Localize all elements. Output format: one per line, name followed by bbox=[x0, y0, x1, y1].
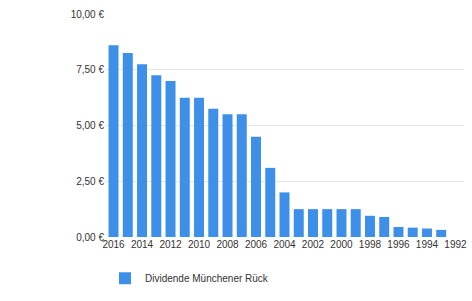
svg-text:1994: 1994 bbox=[416, 239, 439, 250]
svg-text:1996: 1996 bbox=[387, 239, 410, 250]
svg-text:2016: 2016 bbox=[102, 239, 125, 250]
svg-text:2004: 2004 bbox=[273, 239, 296, 250]
svg-text:0,00 €: 0,00 € bbox=[76, 232, 104, 243]
svg-text:10,00 €: 10,00 € bbox=[71, 9, 105, 20]
svg-text:Dividende Münchener Rück: Dividende Münchener Rück bbox=[145, 273, 269, 284]
svg-text:1992: 1992 bbox=[444, 239, 467, 250]
svg-text:2012: 2012 bbox=[159, 239, 182, 250]
svg-text:2006: 2006 bbox=[245, 239, 268, 250]
svg-text:2002: 2002 bbox=[302, 239, 325, 250]
svg-text:2008: 2008 bbox=[216, 239, 239, 250]
svg-text:2,50 €: 2,50 € bbox=[76, 176, 104, 187]
svg-text:1998: 1998 bbox=[359, 239, 382, 250]
svg-text:7,50 €: 7,50 € bbox=[76, 64, 104, 75]
svg-text:2014: 2014 bbox=[131, 239, 154, 250]
svg-text:2010: 2010 bbox=[188, 239, 211, 250]
svg-text:5,00 €: 5,00 € bbox=[76, 120, 104, 131]
svg-text:2000: 2000 bbox=[330, 239, 353, 250]
